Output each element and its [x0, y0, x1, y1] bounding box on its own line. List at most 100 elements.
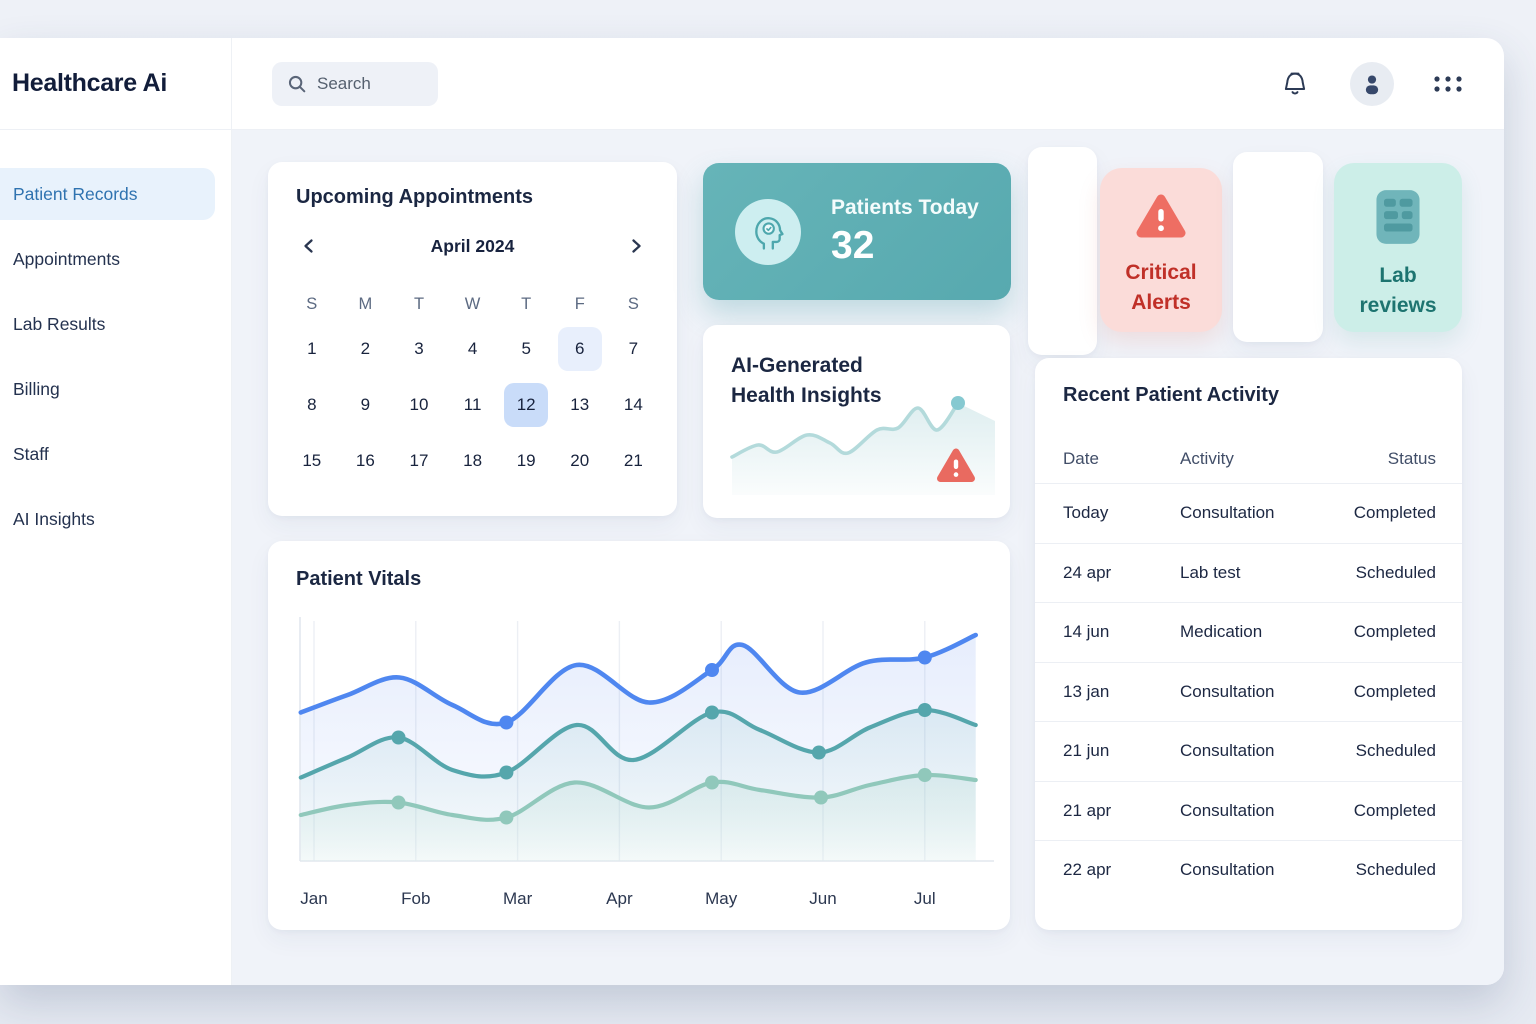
sidebar-item-appointments[interactable]: Appointments — [0, 233, 231, 285]
calendar-day-label: 1 — [307, 339, 317, 358]
calendar-day-18[interactable]: 18 — [446, 433, 500, 489]
vitals-month-label: Fob — [401, 889, 430, 908]
user-avatar[interactable] — [1350, 61, 1394, 106]
calendar-day-5[interactable]: 5 — [499, 321, 553, 377]
activity-cell: Scheduled — [1355, 562, 1436, 582]
sidebar-item-patient-records[interactable]: Patient Records — [0, 168, 215, 220]
calendar-next-button[interactable] — [621, 231, 651, 261]
recent-activity-card: Recent Patient Activity Date Activity Stat… — [1035, 358, 1462, 930]
calendar-day-9[interactable]: 9 — [339, 377, 393, 433]
activity-row[interactable]: 21 jun Consultation Scheduled — [1035, 721, 1462, 781]
calendar-day-14[interactable]: 14 — [607, 377, 661, 433]
header-actions — [1278, 61, 1464, 106]
calendar-day-4[interactable]: 4 — [446, 321, 500, 377]
patients-today-card[interactable]: Patients Today 32 — [703, 163, 1011, 300]
activity-row[interactable]: 13 jan Consultation Completed — [1035, 661, 1462, 722]
health-insights-card[interactable]: AI-Generated Health Insights — [703, 325, 1010, 518]
patients-today-texts: Patients Today 32 — [831, 196, 979, 268]
calendar-day-20[interactable]: 20 — [553, 433, 607, 489]
health-insights-title-line1: AI-Generated — [731, 354, 863, 377]
activity-cell: Completed — [1353, 800, 1436, 820]
calendar-day-6[interactable]: 6 — [553, 321, 607, 377]
calendar-day-label: 2 — [360, 339, 371, 358]
calendar-prev-button[interactable] — [294, 231, 324, 261]
lab-reviews-label: Lab reviews — [1359, 261, 1436, 321]
calendar-day-12[interactable]: 12 — [499, 377, 553, 433]
calendar-day-15[interactable]: 15 — [285, 433, 339, 489]
lab-reviews-line1: Lab — [1379, 264, 1417, 287]
user-avatar-icon — [1357, 69, 1387, 99]
sidebar-item-staff[interactable]: Staff — [0, 428, 231, 480]
calendar-day-label: 19 — [516, 451, 536, 470]
sidebar-item-billing[interactable]: Billing — [0, 363, 231, 415]
calendar-day-19[interactable]: 19 — [499, 433, 553, 489]
search-input[interactable] — [317, 73, 426, 94]
chevron-left-icon — [300, 237, 318, 255]
activity-cell: Scheduled — [1355, 741, 1436, 761]
header-main — [232, 38, 1504, 129]
calendar-day-21[interactable]: 21 — [607, 433, 661, 489]
calendar-day-10[interactable]: 10 — [392, 377, 446, 433]
vitals-month-label: May — [705, 889, 738, 908]
calendar-day-label: 18 — [463, 451, 483, 470]
calendar-day-17[interactable]: 17 — [392, 433, 446, 489]
sidebar-item-ai-insights[interactable]: AI Insights — [0, 493, 231, 545]
calendar-day-label: 12 — [504, 383, 549, 427]
sidebar-item-label: Staff — [13, 443, 49, 464]
search-box[interactable] — [272, 61, 438, 106]
activity-row[interactable]: Today Consultation Completed — [1035, 483, 1462, 543]
quick-card-blank-2[interactable] — [1233, 152, 1323, 342]
calendar-day-label: 13 — [570, 395, 590, 414]
activity-cell: Completed — [1353, 681, 1436, 701]
calendar-day-13[interactable]: 13 — [553, 377, 607, 433]
calendar-day-1[interactable]: 1 — [285, 321, 339, 377]
activity-cell: Completed — [1353, 622, 1436, 642]
chevron-right-icon — [627, 237, 645, 255]
calendar-day-16[interactable]: 16 — [339, 433, 393, 489]
activity-cell: 13 jan — [1063, 681, 1110, 701]
lab-reviews-line2: reviews — [1359, 294, 1437, 317]
critical-alerts-line2: Alerts — [1131, 291, 1191, 314]
weekday-label: S — [627, 294, 639, 313]
calendar-day-11[interactable]: 11 — [446, 377, 500, 433]
weekday-label: W — [464, 294, 481, 313]
bell-icon — [1278, 67, 1312, 101]
calendar-day-label: 21 — [623, 451, 643, 470]
health-insights-title-line2: Health Insights — [731, 384, 882, 407]
weekday-label: F — [574, 294, 585, 313]
activity-cell: Consultation — [1180, 800, 1275, 820]
activity-cell: 21 apr — [1063, 800, 1112, 820]
activity-row[interactable]: 21 apr Consultation Completed — [1035, 780, 1462, 841]
calendar-day-3[interactable]: 3 — [392, 321, 446, 377]
sidebar-item-lab-results[interactable]: Lab Results — [0, 298, 231, 350]
activity-cell: 24 apr — [1063, 562, 1112, 582]
lab-reviews-card[interactable]: Lab reviews — [1334, 163, 1462, 332]
activity-row[interactable]: 22 apr Consultation Scheduled — [1035, 840, 1462, 900]
vitals-month-label: Jan — [300, 889, 327, 908]
critical-alerts-label: Critical Alerts — [1125, 258, 1196, 318]
quick-card-blank-1[interactable] — [1028, 147, 1097, 355]
calendar-day-label: 8 — [307, 395, 317, 414]
calendar-day-label: 20 — [570, 451, 590, 470]
warning-triangle-icon — [937, 448, 975, 482]
calendar-day-2[interactable]: 2 — [339, 321, 393, 377]
activity-row[interactable]: 24 apr Lab test Scheduled — [1035, 542, 1462, 603]
apps-menu-button[interactable] — [1432, 73, 1464, 95]
weekday-label: T — [413, 294, 425, 313]
sidebar-item-label: Billing — [13, 378, 60, 399]
warning-triangle-icon — [1134, 192, 1188, 240]
calendar-day-8[interactable]: 8 — [285, 377, 339, 433]
activity-row[interactable]: 14 jun Medication Completed — [1035, 602, 1462, 662]
calendar-day-label: 10 — [409, 395, 429, 414]
activity-cell: Medication — [1180, 622, 1263, 642]
critical-alerts-card[interactable]: Critical Alerts — [1100, 168, 1222, 332]
weekday-label: M — [358, 294, 373, 313]
sidebar-nav: Patient Records Appointments Lab Results Bi… — [0, 130, 232, 985]
vitals-month-label: Apr — [606, 889, 633, 908]
weekday-label: T — [521, 294, 532, 313]
calendar-day-label: 16 — [355, 451, 375, 470]
notifications-button[interactable] — [1278, 67, 1312, 101]
calendar-day-7[interactable]: 7 — [607, 321, 661, 377]
